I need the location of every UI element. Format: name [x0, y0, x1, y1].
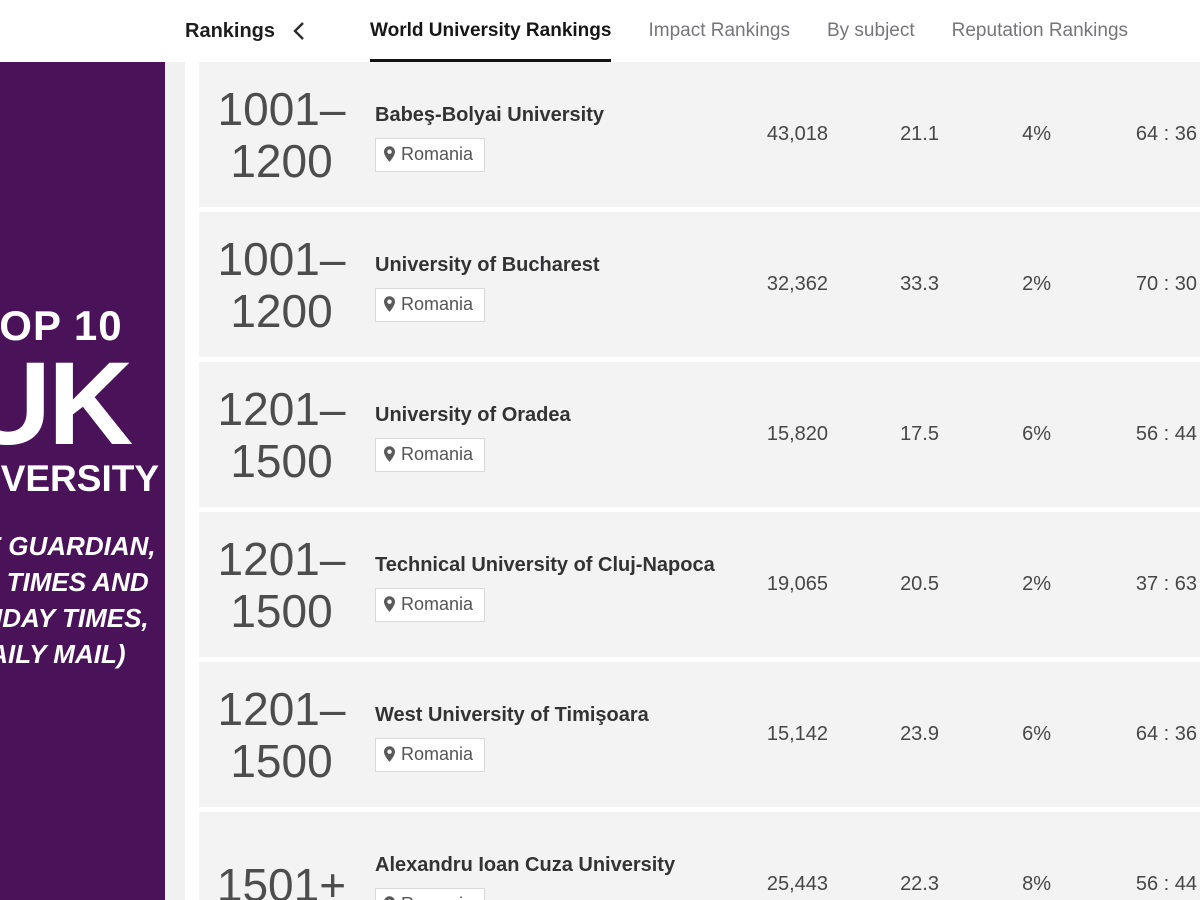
tab-impact-rankings[interactable]: Impact Rankings	[648, 20, 790, 41]
map-pin-icon	[384, 895, 395, 900]
ad-subtext-line: DAILY MAIL)	[0, 639, 126, 669]
country-badge: Romania	[375, 287, 486, 322]
table-row[interactable]: 1201– 1500 Technical University of Cluj-…	[199, 512, 1200, 657]
table-row[interactable]: 1501+ Alexandru Ioan Cuza University Rom…	[199, 812, 1200, 900]
ad-subtext-line: SUNDAY TIMES,	[0, 603, 149, 633]
map-pin-icon	[384, 745, 395, 762]
table-row[interactable]: 1001– 1200 University of Bucharest Roman…	[199, 212, 1200, 357]
ad-subtext: (THE GUARDIAN, THE TIMES AND SUNDAY TIME…	[0, 528, 165, 672]
ad-subtext-line: THE TIMES AND	[0, 567, 149, 597]
table-row[interactable]: 1001– 1200 Babeş-Bolyai University Roman…	[199, 62, 1200, 207]
stat-intl-students: 2%	[1022, 573, 1051, 595]
uk-university-advert[interactable]: TOP 10 UK UNIVERSITY (THE GUARDIAN, THE …	[0, 62, 165, 900]
tab-reputation-rankings[interactable]: Reputation Rankings	[951, 20, 1129, 41]
page-gutter	[185, 62, 199, 900]
stat-gender-ratio: 64 : 36	[1135, 123, 1197, 145]
ad-subtext-line: (THE GUARDIAN,	[0, 531, 156, 561]
stat-intl-students: 2%	[1022, 273, 1051, 295]
map-pin-icon	[384, 595, 395, 612]
country-badge: Romania	[375, 587, 486, 622]
top-navigation: Rankings World University Rankings Impac…	[0, 0, 1200, 62]
stat-gender-ratio: 64 : 36	[1135, 723, 1197, 745]
tab-by-subject[interactable]: By subject	[826, 20, 915, 41]
stat-students: 19,065	[766, 573, 828, 595]
page-body: TOP 10 UK UNIVERSITY (THE GUARDIAN, THE …	[0, 62, 1200, 900]
tab-world-university-rankings[interactable]: World University Rankings	[370, 0, 612, 62]
rank-range: 1501+	[216, 858, 347, 900]
university-cell: West University of Timişoara Romania	[364, 698, 750, 772]
stat-students: 32,362	[766, 273, 828, 295]
table-row[interactable]: 1201– 1500 West University of Timişoara …	[199, 662, 1200, 807]
ad-scroll-gutter	[165, 62, 185, 900]
country-badge: Romania	[375, 437, 486, 472]
stat-intl-students: 8%	[1022, 873, 1051, 895]
country-label: Romania	[401, 293, 474, 314]
university-name-link[interactable]: Babeş-Bolyai University	[375, 103, 604, 126]
country-label: Romania	[401, 143, 474, 164]
rank-range: 1201– 1500	[217, 382, 346, 487]
left-ad-rail: TOP 10 UK UNIVERSITY (THE GUARDIAN, THE …	[0, 62, 185, 900]
rank-range: 1201– 1500	[217, 532, 346, 637]
university-name-link[interactable]: University of Bucharest	[375, 253, 600, 276]
rankings-section: Rankings	[185, 0, 306, 62]
country-label: Romania	[401, 743, 474, 764]
country-label: Romania	[401, 443, 474, 464]
rankings-tabs: World University Rankings Impact Ranking…	[370, 0, 1128, 62]
university-cell: Technical University of Cluj-Napoca Roma…	[364, 548, 750, 622]
stat-intl-students: 4%	[1022, 123, 1051, 145]
country-label: Romania	[401, 593, 474, 614]
country-label: Romania	[401, 892, 473, 900]
ad-creative: TOP 10 UK UNIVERSITY (THE GUARDIAN, THE …	[0, 300, 165, 672]
university-name-link[interactable]: West University of Timişoara	[375, 703, 649, 726]
country-badge: Romania	[375, 137, 486, 172]
stat-students: 25,443	[766, 873, 828, 895]
ad-line-uk: UK	[0, 338, 133, 470]
stat-gender-ratio: 56 : 44	[1135, 873, 1197, 895]
ad-line-top10: TOP 10	[0, 302, 123, 349]
stat-intl-students: 6%	[1022, 723, 1051, 745]
stat-student-staff-ratio: 22.3	[900, 873, 939, 895]
rank-range: 1001– 1200	[217, 232, 346, 337]
stat-students: 15,820	[766, 423, 828, 445]
table-row[interactable]: 1201– 1500 University of Oradea Romania …	[199, 362, 1200, 507]
university-cell: University of Bucharest Romania	[364, 248, 750, 322]
university-name-link[interactable]: Technical University of Cluj-Napoca	[375, 553, 715, 576]
stat-student-staff-ratio: 17.5	[900, 423, 939, 445]
ad-line-university: UNIVERSITY	[0, 458, 160, 499]
map-pin-icon	[384, 295, 395, 312]
map-pin-icon	[384, 445, 395, 462]
country-badge: Romania	[375, 887, 486, 900]
stat-gender-ratio: 56 : 44	[1135, 423, 1197, 445]
university-cell: University of Oradea Romania	[364, 398, 750, 472]
university-cell: Babeş-Bolyai University Romania	[364, 98, 750, 172]
stat-students: 43,018	[766, 123, 828, 145]
stat-students: 15,142	[766, 723, 828, 745]
rankings-table: 1001– 1200 Babeş-Bolyai University Roman…	[199, 62, 1200, 900]
university-cell: Alexandru Ioan Cuza University Romania	[364, 848, 750, 900]
stat-student-staff-ratio: 33.3	[900, 273, 939, 295]
stat-student-staff-ratio: 20.5	[900, 573, 939, 595]
university-name-link[interactable]: University of Oradea	[375, 403, 571, 426]
rankings-section-label: Rankings	[185, 19, 276, 42]
stat-student-staff-ratio: 21.1	[900, 123, 939, 145]
stat-gender-ratio: 70 : 30	[1135, 273, 1197, 295]
country-badge: Romania	[375, 737, 486, 772]
university-name-link[interactable]: Alexandru Ioan Cuza University	[375, 853, 676, 876]
stat-student-staff-ratio: 23.9	[900, 723, 939, 745]
rank-range: 1001– 1200	[217, 82, 346, 187]
stat-gender-ratio: 37 : 63	[1135, 573, 1197, 595]
chevron-left-icon[interactable]	[290, 21, 306, 41]
stat-intl-students: 6%	[1022, 423, 1051, 445]
rank-range: 1201– 1500	[217, 682, 346, 787]
map-pin-icon	[384, 145, 395, 162]
